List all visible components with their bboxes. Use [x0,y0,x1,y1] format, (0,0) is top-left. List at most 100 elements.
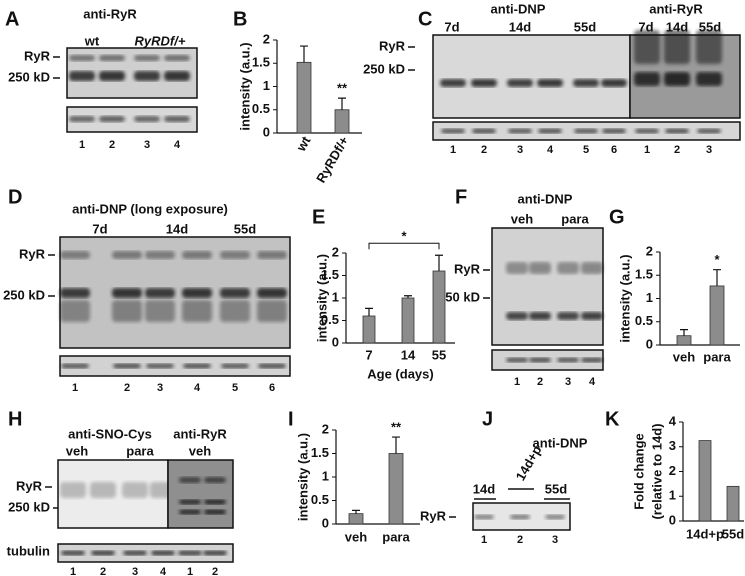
significance-mark: ** [337,81,348,96]
group-label: para [126,443,154,458]
bar [388,453,404,525]
blot-band [581,357,603,363]
bar [709,285,725,346]
lane-number: 3 [517,144,523,156]
lane-number: 3 [565,376,571,388]
y-axis-label: Fold change [631,433,646,510]
lane-number: 4 [160,566,167,576]
blot-band [204,477,226,483]
lane-number: 1 [514,376,520,388]
lane-number: 5 [232,382,238,394]
blot-band [182,300,212,322]
lane-number: 4 [194,382,201,394]
panel-letter: F [455,186,467,208]
blot-band [506,262,528,274]
lane-number: 2 [212,566,218,576]
blot-background [433,35,630,118]
blot-band [145,288,175,298]
blot-band [203,550,227,556]
y-tick-label: 0 [332,334,339,349]
error-bar [365,307,373,316]
blot-band [182,288,212,298]
blot-band [69,71,95,81]
blot-band [581,312,603,320]
mw-marker: 250 kD [438,289,480,304]
blot-band [122,482,148,498]
panel-letter: K [605,408,620,430]
error-bar [352,509,360,514]
blot-band [60,288,90,298]
lane-number: 1 [187,566,193,576]
blot-band [220,300,250,322]
blot-band [634,30,660,64]
group-label: 14d [166,221,188,236]
blot-band [441,128,465,134]
blot-band [220,288,250,298]
blot-band [113,363,141,369]
blot-band [537,79,563,87]
blot-band [664,72,690,86]
blot-band [179,499,201,505]
y-tick-label: 0 [263,124,270,139]
mw-marker: 250 kD [8,499,50,514]
error-bar [404,295,412,298]
blot-title: anti-DNP [518,191,573,206]
group-label: 14d+p [513,443,545,483]
y-tick-label: 0 [646,336,653,351]
group-label: wt [84,33,100,48]
mw-marker: RyR [454,261,481,276]
y-tick-label: 1 [646,290,653,305]
blot-band [529,357,551,363]
blot-band [61,363,89,369]
blot-band [602,128,626,134]
blot-band [635,128,659,134]
y-tick-label: 1 [263,78,270,93]
mw-marker: 250 kD [3,287,45,302]
blot-band [69,116,95,122]
lane-number: 4 [589,376,596,388]
significance-mark: * [714,252,720,267]
group-label: veh [511,211,533,226]
lane-number: 5 [583,144,589,156]
group-label: 55d [545,481,567,496]
blot-title: anti-SNO-Cys [68,426,152,441]
blot-band [507,79,533,87]
blot-band [529,312,551,320]
lane-number: 2 [109,139,115,151]
y-tick-label: 1 [322,468,329,483]
bar [401,297,415,344]
y-tick-label: 0.5 [252,101,270,116]
blot-band [99,55,125,61]
x-tick-label: 55 [432,347,446,362]
lane-number: 1 [644,144,650,156]
blot-band [99,71,125,81]
bar [296,61,312,134]
blot-frame [59,236,291,349]
lane-number: 6 [269,382,275,394]
blot-band [529,262,551,274]
y-tick-label: 0.5 [311,492,329,507]
group-label: veh [66,443,88,458]
x-axis-label: Age (days) [367,366,433,381]
blot-band [557,357,579,363]
blot-frame [432,121,741,141]
error-bar [680,329,688,336]
blot-band [506,357,528,363]
lane-number: 2 [674,144,680,156]
y-tick-label: 0.5 [321,312,339,327]
blot-band [545,514,565,520]
blot-band [258,363,286,369]
blot-band [581,262,603,274]
lane-number: 1 [79,139,85,151]
blot-frame [491,349,604,371]
bar [676,335,692,346]
blot-band [557,262,579,274]
lane-number: 3 [706,144,712,156]
blot-frame [66,106,198,133]
x-tick-label: RyRDf/+ [313,133,352,185]
lane-number: 3 [132,566,138,576]
blot-band [471,79,497,87]
blot-band [506,312,528,320]
y-tick-label: 0.5 [635,313,653,328]
lane-number: 2 [517,534,523,546]
